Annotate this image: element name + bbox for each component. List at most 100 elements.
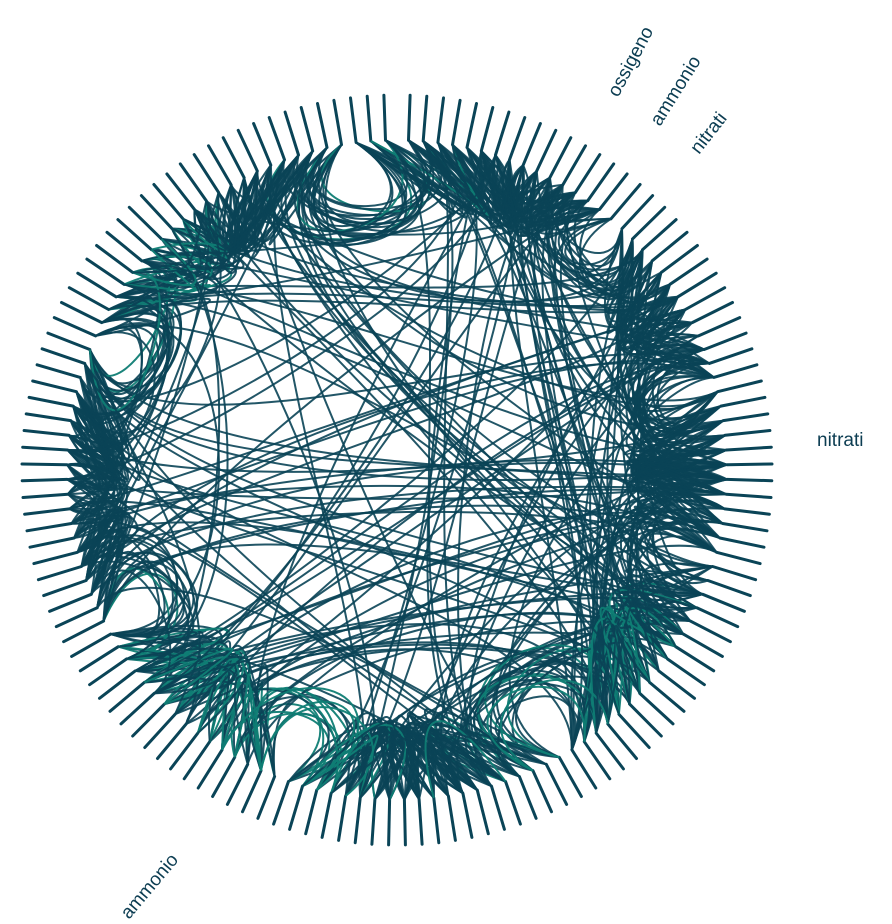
node-spoke bbox=[712, 363, 759, 379]
edge-link bbox=[304, 139, 429, 220]
node-spoke bbox=[85, 257, 126, 286]
node-spoke bbox=[119, 691, 156, 726]
node-spoke bbox=[143, 712, 177, 749]
edge-link bbox=[66, 405, 124, 481]
edge-link bbox=[96, 586, 534, 772]
edge-link bbox=[185, 511, 721, 725]
edge-link bbox=[545, 177, 709, 585]
node-spoke bbox=[695, 606, 740, 629]
node-spoke bbox=[494, 110, 511, 157]
node-spoke bbox=[304, 788, 319, 836]
node-spoke bbox=[349, 96, 358, 144]
node-spoke bbox=[631, 205, 667, 241]
edge-link bbox=[134, 365, 715, 672]
node-spoke bbox=[561, 144, 587, 187]
node-spoke bbox=[337, 794, 348, 842]
edge-link bbox=[556, 183, 693, 329]
edge-link bbox=[221, 687, 360, 791]
edge-link bbox=[108, 255, 213, 311]
node-spoke bbox=[365, 94, 373, 143]
edge-link bbox=[451, 144, 644, 299]
node-spoke bbox=[697, 316, 742, 338]
node-spoke bbox=[465, 102, 478, 149]
edge-link bbox=[525, 170, 671, 299]
node-spoke bbox=[531, 769, 553, 814]
edge-link bbox=[102, 551, 195, 636]
node-spoke bbox=[48, 592, 93, 613]
edge-link bbox=[110, 630, 198, 648]
node-spoke bbox=[683, 286, 727, 311]
edge-link bbox=[76, 530, 112, 608]
edge-link bbox=[76, 510, 112, 567]
node-spoke bbox=[724, 492, 773, 499]
edge-link bbox=[355, 139, 487, 214]
edge-link bbox=[205, 200, 679, 309]
node-spoke bbox=[52, 316, 97, 338]
label-ammonio-bottom: ammonio bbox=[117, 850, 183, 923]
node-spoke bbox=[446, 794, 457, 842]
node-spoke bbox=[535, 128, 558, 173]
edge-link bbox=[432, 728, 547, 787]
node-spoke bbox=[461, 791, 474, 839]
node-spoke bbox=[76, 271, 118, 299]
node-spoke bbox=[78, 645, 120, 673]
node-spoke bbox=[725, 462, 774, 467]
edge-link bbox=[650, 443, 728, 466]
node-spoke bbox=[666, 657, 706, 687]
edge-link bbox=[68, 500, 697, 610]
node-spoke bbox=[225, 762, 250, 806]
node-spoke bbox=[387, 798, 392, 847]
edge-link bbox=[382, 752, 421, 801]
edge-link bbox=[254, 687, 339, 794]
node-spoke bbox=[586, 162, 616, 203]
edge-link bbox=[245, 154, 300, 223]
node-spoke bbox=[178, 162, 208, 203]
edge-link bbox=[466, 147, 510, 228]
node-spoke bbox=[716, 379, 763, 394]
edge-link bbox=[115, 208, 600, 300]
edge-link bbox=[403, 723, 421, 800]
node-spoke bbox=[417, 797, 424, 846]
edge-link bbox=[639, 528, 721, 596]
node-spoke bbox=[517, 775, 538, 820]
node-spoke bbox=[320, 791, 333, 839]
node-spoke bbox=[36, 565, 83, 582]
node-spoke bbox=[707, 347, 754, 365]
edge-link bbox=[359, 735, 406, 800]
edge-link bbox=[73, 459, 728, 539]
edge-link bbox=[72, 322, 168, 445]
label-nitrati-top: nitrati bbox=[686, 109, 731, 159]
edge-link bbox=[71, 359, 715, 525]
edge-bundles bbox=[66, 139, 728, 801]
node-spoke bbox=[28, 536, 76, 549]
edge-link bbox=[553, 191, 641, 694]
edge-link bbox=[143, 596, 698, 684]
node-spoke bbox=[432, 796, 441, 845]
edge-link bbox=[545, 183, 726, 441]
node-spoke bbox=[156, 722, 188, 760]
edge-link bbox=[66, 420, 109, 499]
node-spoke bbox=[370, 797, 377, 846]
edge-link bbox=[614, 624, 651, 705]
node-spoke bbox=[236, 128, 259, 173]
node-spoke bbox=[701, 592, 746, 613]
node-spoke bbox=[108, 680, 146, 713]
node-spoke bbox=[182, 740, 212, 781]
edge-link bbox=[233, 675, 276, 777]
node-spoke bbox=[88, 657, 128, 687]
node-spoke bbox=[382, 93, 387, 142]
node-spoke bbox=[20, 477, 69, 483]
edge-link bbox=[72, 294, 182, 420]
edge-link bbox=[118, 627, 228, 672]
node-spoke bbox=[60, 301, 104, 325]
edge-link bbox=[260, 706, 374, 797]
node-spoke bbox=[192, 153, 221, 194]
node-spoke bbox=[504, 780, 522, 826]
node-spoke bbox=[299, 106, 315, 153]
node-spoke bbox=[508, 116, 527, 162]
edge-link bbox=[407, 139, 464, 194]
node-spoke bbox=[668, 257, 709, 286]
edge-link bbox=[267, 164, 641, 694]
edge-link bbox=[153, 159, 511, 695]
